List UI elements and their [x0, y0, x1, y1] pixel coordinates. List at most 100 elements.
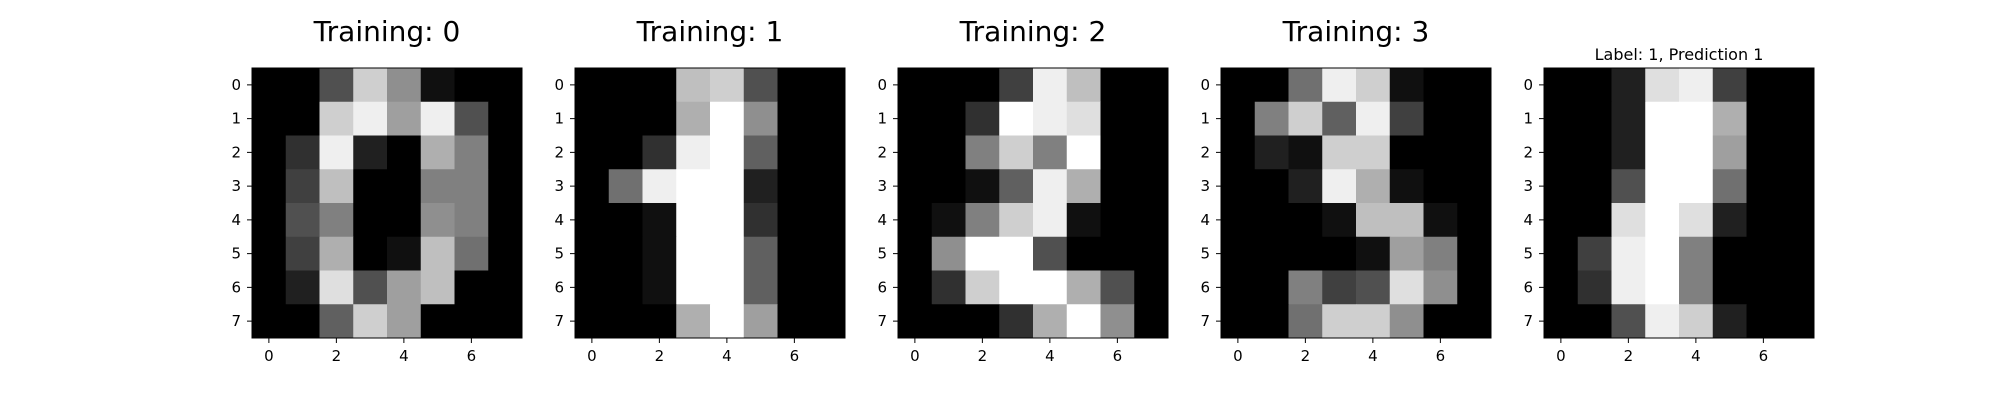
- pixel-cell: [1746, 236, 1781, 271]
- pixel-cell: [285, 203, 320, 238]
- pixel-cell: [319, 236, 354, 271]
- pixel-cell: [811, 203, 846, 238]
- pixel-cell: [965, 135, 1000, 170]
- pixel-cell: [1611, 135, 1646, 170]
- pixel-cell: [1712, 169, 1747, 204]
- pixel-cell: [676, 101, 711, 136]
- pixel-cell: [777, 101, 812, 136]
- pixel-cell: [1254, 68, 1289, 103]
- pixel-cell: [1254, 101, 1289, 136]
- pixel-cell: [420, 203, 455, 238]
- pixel-cell: [1679, 236, 1714, 271]
- pixel-cell: [353, 169, 388, 204]
- pixel-cell: [420, 236, 455, 271]
- y-tick-label: 5: [1523, 245, 1533, 263]
- pixel-cell: [1134, 304, 1169, 339]
- pixel-grid: [898, 68, 1169, 339]
- pixel-cell: [1134, 101, 1169, 136]
- pixel-cell: [931, 68, 966, 103]
- panel-training-3: 0 2 4 6 0 1 2 3 4 5 6 7 Training: 3: [1200, 15, 1492, 365]
- pixel-cell: [608, 236, 643, 271]
- pixel-cell: [1389, 304, 1424, 339]
- axis-ticks: 0 2 4 6 0 1 2 3 4 5 6 7: [1200, 76, 1445, 365]
- pixel-cell: [1712, 304, 1747, 339]
- pixel-cell: [1423, 101, 1458, 136]
- pixel-cell: [488, 68, 523, 103]
- y-tick-label: 3: [1200, 177, 1210, 195]
- pixel-cell: [387, 270, 422, 305]
- pixel-cell: [1679, 68, 1714, 103]
- pixel-cell: [1254, 270, 1289, 305]
- pixel-cell: [1457, 304, 1492, 339]
- pixel-cell: [1322, 68, 1357, 103]
- pixel-cell: [1679, 270, 1714, 305]
- pixel-cell: [642, 169, 677, 204]
- pixel-cell: [353, 68, 388, 103]
- pixel-cell: [1457, 68, 1492, 103]
- pixel-grid: [1221, 68, 1492, 339]
- pixel-cell: [898, 135, 933, 170]
- pixel-cell: [1577, 304, 1612, 339]
- pixel-cell: [1221, 101, 1256, 136]
- pixel-cell: [1712, 135, 1747, 170]
- pixel-cell: [710, 68, 745, 103]
- pixel-cell: [387, 236, 422, 271]
- y-tick-label: 1: [1200, 110, 1210, 128]
- pixel-cell: [1457, 270, 1492, 305]
- panel-prediction: 0 2 4 6 0 1 2 3 4 5 6 7 Label: 1, Prediction 1: [1523, 45, 1815, 365]
- pixel-cell: [642, 68, 677, 103]
- pixel-cell: [1221, 169, 1256, 204]
- pixel-cell: [1389, 169, 1424, 204]
- pixel-cell: [1322, 203, 1357, 238]
- pixel-cell: [1712, 101, 1747, 136]
- pixel-cell: [1322, 135, 1357, 170]
- pixel-cell: [1322, 236, 1357, 271]
- pixel-cell: [353, 203, 388, 238]
- pixel-cell: [1645, 68, 1680, 103]
- pixel-cell: [931, 203, 966, 238]
- pixel-cell: [1100, 270, 1135, 305]
- pixel-cell: [1100, 236, 1135, 271]
- pixel-cell: [1679, 304, 1714, 339]
- pixel-cell: [777, 270, 812, 305]
- pixel-cell: [1712, 236, 1747, 271]
- y-tick-label: 0: [1200, 76, 1210, 94]
- pixel-cell: [999, 135, 1034, 170]
- pixel-cell: [252, 135, 287, 170]
- pixel-cell: [1389, 101, 1424, 136]
- pixel-cell: [1254, 169, 1289, 204]
- x-tick-label: 2: [655, 347, 665, 365]
- pixel-cell: [1356, 203, 1391, 238]
- pixel-cell: [1254, 304, 1289, 339]
- pixel-cell: [1712, 68, 1747, 103]
- pixel-cell: [710, 101, 745, 136]
- pixel-cell: [710, 304, 745, 339]
- pixel-cell: [1033, 270, 1068, 305]
- pixel-cell: [898, 101, 933, 136]
- pixel-cell: [1254, 203, 1289, 238]
- pixel-cell: [931, 101, 966, 136]
- x-tick-label: 4: [1368, 347, 1378, 365]
- pixel-cell: [575, 203, 610, 238]
- pixel-cell: [676, 169, 711, 204]
- pixel-cell: [999, 169, 1034, 204]
- pixel-cell: [252, 304, 287, 339]
- y-tick-label: 0: [1523, 76, 1533, 94]
- y-tick-label: 7: [231, 312, 241, 330]
- pixel-cell: [777, 68, 812, 103]
- pixel-cell: [1322, 304, 1357, 339]
- pixel-cell: [575, 304, 610, 339]
- axes-frame: [1543, 67, 1815, 339]
- pixel-cell: [1780, 270, 1815, 305]
- pixel-cell: [575, 101, 610, 136]
- y-tick-label: 6: [554, 278, 564, 296]
- pixel-cell: [710, 203, 745, 238]
- panel-title: Training: 3: [1282, 15, 1430, 48]
- pixel-cell: [285, 101, 320, 136]
- panel-training-0: 0 2 4 6 0 1 2 3 4 5 6 7 Training: 0: [231, 15, 523, 365]
- pixel-cell: [777, 135, 812, 170]
- pixel-cell: [1066, 101, 1101, 136]
- pixel-cell: [1356, 304, 1391, 339]
- pixel-cell: [454, 135, 489, 170]
- pixel-cell: [1577, 68, 1612, 103]
